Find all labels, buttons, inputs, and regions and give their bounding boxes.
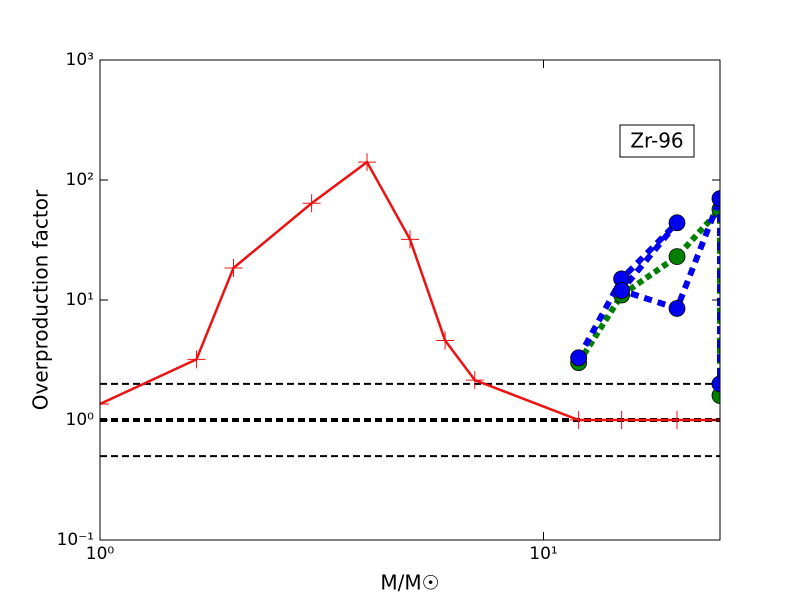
marker [668, 411, 687, 429]
x-tick-label: 10⁰ [86, 544, 115, 564]
annotation: Zr-96 [630, 129, 683, 153]
marker [100, 394, 109, 413]
marker [465, 371, 484, 390]
annotation-box [619, 124, 695, 158]
y-tick-label: 10⁰ [66, 410, 95, 430]
series-line [100, 160, 720, 422]
marker [668, 300, 686, 317]
y-tick-label: 10⁻¹ [57, 530, 94, 550]
marker [224, 258, 243, 277]
marker [436, 331, 455, 350]
x-axis-label: M/M☉ [380, 571, 439, 595]
marker [358, 153, 377, 172]
x-tick-label: 10¹ [529, 544, 557, 564]
y-tick-label: 10¹ [66, 290, 94, 310]
marker [569, 411, 588, 429]
y-tick-label: 10² [66, 170, 94, 190]
marker [668, 248, 686, 265]
plot-area [100, 153, 720, 458]
marker [302, 194, 321, 213]
marker [612, 411, 631, 429]
marker [187, 350, 206, 369]
y-axis-label: Overproduction factor [29, 189, 53, 410]
marker [668, 214, 686, 232]
marker [613, 282, 631, 299]
series-line [576, 204, 720, 396]
y-tick-label: 10³ [66, 50, 94, 70]
marker [570, 349, 588, 367]
marker [711, 375, 720, 393]
marker [711, 190, 720, 207]
marker [401, 230, 419, 249]
